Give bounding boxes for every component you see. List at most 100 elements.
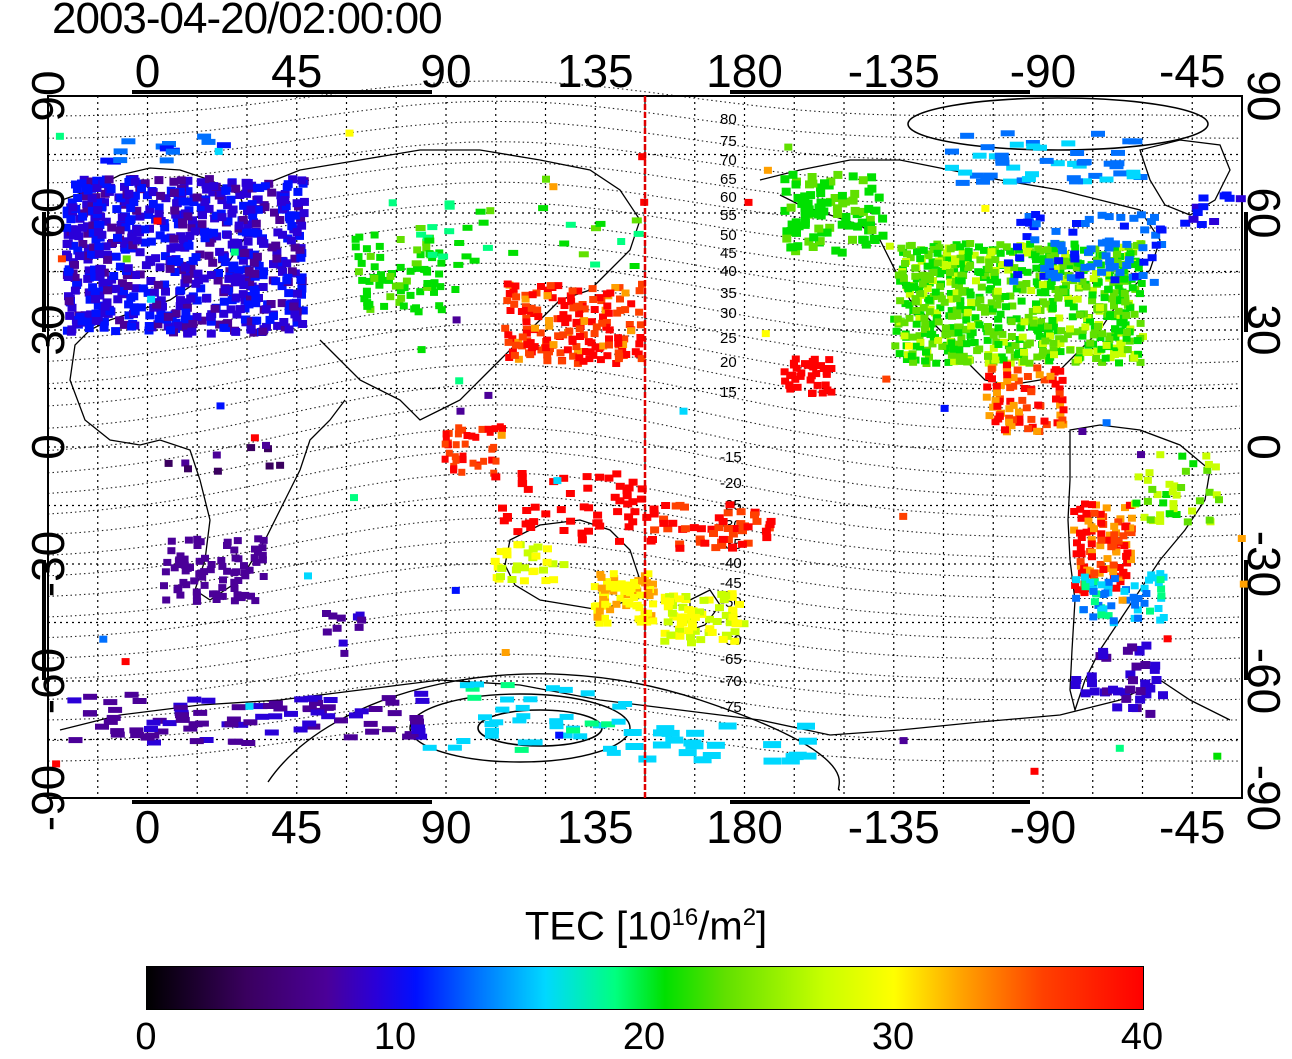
tec-cell <box>561 319 570 327</box>
tec-cell <box>285 215 295 224</box>
tec-cell <box>966 261 975 269</box>
tec-cell <box>249 228 259 237</box>
tec-cell <box>444 203 455 210</box>
tec-cell <box>99 635 108 643</box>
tec-cell <box>183 176 193 185</box>
tec-cell <box>833 170 843 179</box>
tec-cell <box>616 582 625 590</box>
tec-cell <box>911 342 920 350</box>
tec-cell <box>1113 170 1128 177</box>
tec-cell <box>1145 469 1154 477</box>
tec-cell <box>69 241 79 250</box>
tec-cell <box>174 557 183 565</box>
tec-cell <box>687 623 697 631</box>
tec-cell <box>587 318 596 326</box>
tec-cell <box>295 246 305 255</box>
tec-cell <box>593 613 602 621</box>
tec-cell <box>1070 240 1079 248</box>
tec-cell <box>1056 340 1065 348</box>
tec-cell <box>963 254 972 262</box>
tec-cell <box>893 315 902 323</box>
tec-cell <box>199 274 209 283</box>
tec-cell <box>1072 550 1081 558</box>
tec-cell <box>1046 332 1054 340</box>
tec-cell <box>723 509 733 517</box>
tec-cell <box>622 588 631 595</box>
tec-cell <box>603 619 612 627</box>
tec-cell <box>1082 528 1091 536</box>
tec-cell <box>461 440 469 448</box>
tec-cell <box>663 603 673 611</box>
tec-cell <box>454 430 462 438</box>
tec-cell <box>1140 584 1149 592</box>
tec-cell <box>175 716 190 723</box>
magnetic-contour <box>47 449 1241 519</box>
tec-cell <box>1141 641 1152 650</box>
tec-cell <box>191 253 201 262</box>
tec-cell <box>559 527 569 534</box>
tec-cell <box>521 291 530 299</box>
tec-cell <box>1112 584 1121 592</box>
contour-label: -15 <box>720 449 742 466</box>
tec-cell <box>1051 246 1060 254</box>
tec-cell <box>95 272 105 281</box>
tec-cell <box>866 221 875 230</box>
tec-cell <box>246 295 255 304</box>
tec-cell <box>1121 694 1132 703</box>
tec-cell <box>563 314 572 322</box>
tec-cell <box>455 377 464 385</box>
tec-cell <box>497 431 506 439</box>
tec-cell <box>415 225 426 231</box>
tec-cell <box>996 249 1005 257</box>
tec-cell <box>302 705 317 712</box>
tec-cell <box>1041 289 1050 297</box>
tec-cell <box>958 169 973 176</box>
tec-cell <box>297 176 307 185</box>
tec-cell <box>605 335 613 343</box>
tec-cell <box>853 222 863 231</box>
tec-cell <box>411 724 425 731</box>
tec-cell <box>170 268 180 276</box>
tec-cell <box>681 613 690 621</box>
tec-cell <box>176 176 186 185</box>
tec-cell <box>1036 289 1045 297</box>
tec-cell <box>228 205 238 214</box>
tec-cell <box>423 268 432 276</box>
tec-cell <box>595 220 606 227</box>
tec-cell <box>549 183 558 191</box>
contour-label: 60 <box>720 189 737 206</box>
axis-bar <box>730 800 1030 804</box>
tec-cell <box>1031 220 1041 228</box>
tec-cell <box>191 279 201 288</box>
tec-cell <box>1066 274 1076 282</box>
lat-tick-left: 30 <box>22 304 74 356</box>
tec-cell <box>508 335 517 343</box>
tec-cell <box>169 177 179 186</box>
tec-cell <box>554 332 563 340</box>
tec-cell <box>867 184 877 193</box>
tec-cell <box>528 291 537 299</box>
tec-cell <box>983 383 992 391</box>
tec-cell <box>490 469 498 477</box>
lat-tick-left: -30 <box>22 530 74 598</box>
tec-cell <box>1089 613 1098 621</box>
tec-cell <box>584 338 593 346</box>
tec-cell <box>730 628 740 636</box>
tec-cell <box>201 554 209 562</box>
tec-cell <box>1122 334 1131 342</box>
tec-colorbar <box>146 966 1144 1010</box>
lat-tick-left: 0 <box>22 434 74 460</box>
tec-cell <box>512 293 521 301</box>
tec-cell <box>140 238 150 247</box>
tec-cell <box>103 255 113 264</box>
tec-cell <box>1015 254 1025 262</box>
tec-cell <box>1132 272 1141 280</box>
tec-cell <box>456 407 465 415</box>
tec-cell <box>363 291 371 299</box>
tec-cell <box>123 271 133 279</box>
tec-cell <box>226 195 236 204</box>
tec-cell <box>475 208 486 215</box>
tec-cell <box>1119 222 1129 230</box>
tec-cell <box>1123 549 1132 557</box>
tec-cell <box>1110 351 1119 359</box>
